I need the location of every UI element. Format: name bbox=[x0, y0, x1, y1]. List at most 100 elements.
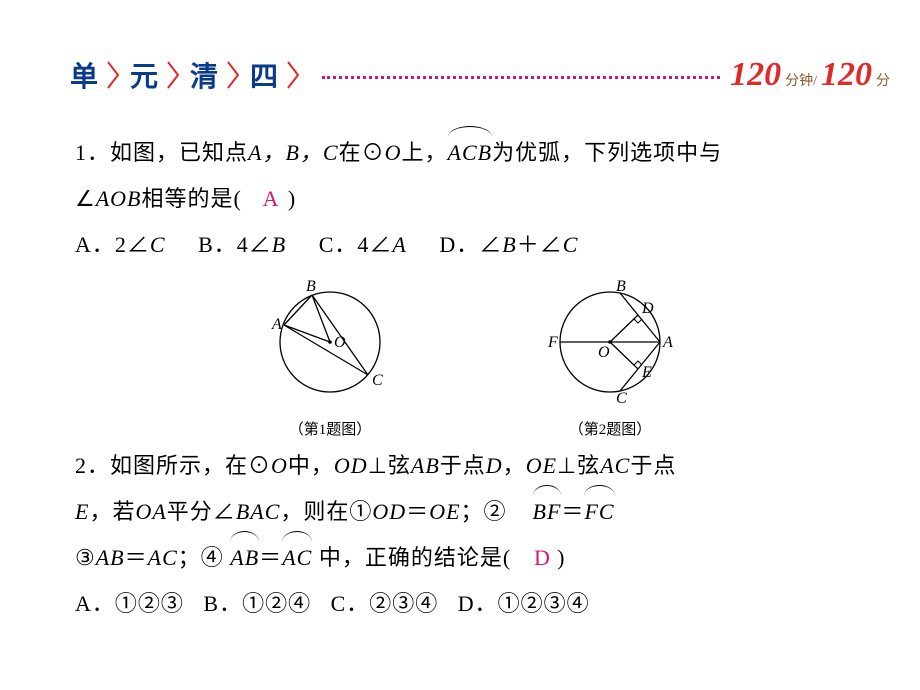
q2-arc2r: FC bbox=[584, 489, 614, 535]
minutes-label: 分钟/ bbox=[785, 70, 817, 90]
q2-E: E bbox=[75, 499, 89, 524]
title-char-3: 清 bbox=[190, 55, 218, 95]
chevron-icon bbox=[106, 60, 122, 90]
title-char-2: 元 bbox=[130, 55, 158, 95]
q2-arc2l: BF bbox=[533, 489, 562, 535]
q1-optD-plus: ＋∠ bbox=[517, 232, 563, 257]
time-score: 120 分钟/ 120 分 bbox=[730, 56, 890, 94]
q2-t3: 于点 bbox=[440, 453, 486, 478]
q2-arc4r: AC bbox=[282, 535, 312, 581]
fig1-B: B bbox=[306, 278, 316, 295]
q2-O1: O bbox=[271, 453, 288, 478]
score-label: 分 bbox=[876, 70, 890, 90]
q2-t1: 中， bbox=[288, 453, 334, 478]
q1-angle-pre: ∠ bbox=[75, 186, 96, 211]
minutes-number: 120 bbox=[730, 56, 781, 94]
fig2-B: B bbox=[616, 278, 626, 295]
chevron-icon bbox=[226, 60, 242, 90]
fig2-caption: （第2题图） bbox=[530, 418, 690, 439]
q2-line3: ③AB＝AC；④ AB＝AC 中，正确的结论是( ) D bbox=[75, 535, 865, 581]
q1-optC-var: A bbox=[392, 232, 406, 257]
chevron-icon bbox=[286, 60, 302, 90]
q2-t4: ， bbox=[503, 453, 526, 478]
fig2-wrap: A B C D E F O （第2题图） bbox=[530, 277, 690, 439]
fig2-svg: A B C D E F O bbox=[530, 277, 690, 407]
q2-t5: ⊥弦 bbox=[557, 453, 600, 478]
q1-optD-var2: C bbox=[563, 232, 579, 257]
q1-optC-lab: C．4∠ bbox=[319, 232, 393, 257]
q2-eq2: ＝ bbox=[125, 545, 148, 570]
q2-OD2: OD bbox=[372, 499, 406, 524]
q2-arc4l: AB bbox=[230, 535, 259, 581]
q2-AB: AB bbox=[411, 453, 440, 478]
content-area: 1．如图，已知点A，B，C在⊙O上，ACB为优弧，下列选项中与 ∠AOB相等的是… bbox=[75, 130, 865, 627]
fig2-F: F bbox=[547, 334, 558, 351]
q2-OD: OD bbox=[334, 453, 368, 478]
q2-prefix: 2．如图所示，在⊙ bbox=[75, 453, 271, 478]
q2-arc2eq: ＝ bbox=[561, 499, 584, 524]
q2-t7: ，若 bbox=[89, 499, 135, 524]
q2-line1: 2．如图所示，在⊙O中，OD⊥弦AB于点D，OE⊥弦AC于点 bbox=[75, 443, 865, 489]
title-char-1: 单 bbox=[70, 55, 98, 95]
q1-O: O bbox=[385, 140, 402, 165]
q2-t12: 中，正确的结论是( ) bbox=[319, 545, 566, 570]
q1-line1: 1．如图，已知点A，B，C在⊙O上，ACB为优弧，下列选项中与 bbox=[75, 130, 865, 176]
dotted-divider bbox=[322, 76, 720, 79]
q1-optB-var: B bbox=[272, 232, 286, 257]
q1-line2: ∠AOB相等的是( ) A bbox=[75, 176, 865, 222]
q1-prefix: 1．如图，已知点 bbox=[75, 140, 248, 165]
title-char-4: 四 bbox=[250, 55, 278, 95]
q2-AC2: AC bbox=[148, 545, 178, 570]
q1-angle: AOB bbox=[96, 186, 142, 211]
q1-optB-lab: B．4∠ bbox=[198, 232, 272, 257]
fig2-C: C bbox=[616, 390, 627, 407]
fig1-O: O bbox=[334, 334, 346, 351]
q1-answer: A bbox=[263, 186, 280, 211]
score-number: 120 bbox=[821, 56, 872, 94]
fig1-A: A bbox=[271, 316, 282, 333]
q1-optA-var: C bbox=[150, 232, 166, 257]
q1-optA-lab: A．2∠ bbox=[75, 232, 150, 257]
q2-arc4eq: ＝ bbox=[259, 545, 282, 570]
fig1-caption: （第1题图） bbox=[250, 418, 410, 439]
q2-answer: D bbox=[534, 545, 551, 570]
q2-optB: B．①②④ bbox=[203, 591, 311, 616]
q1-pts: A，B，C bbox=[248, 140, 339, 165]
q1-mid3: 为优弧，下列选项中与 bbox=[492, 140, 722, 165]
fig2-E: E bbox=[641, 364, 652, 381]
q1-mid2: 上， bbox=[401, 140, 447, 165]
q2-optD: D．①②③④ bbox=[458, 591, 590, 616]
slide-header: 单 元 清 四 120 分钟/ 120 分 bbox=[70, 55, 890, 95]
q2-eq: ＝ bbox=[406, 499, 429, 524]
figures-row: A B C O （第1题图） A B C bbox=[75, 277, 865, 439]
fig1-C: C bbox=[372, 372, 383, 389]
q2-AB2: AB bbox=[96, 545, 125, 570]
unit-title: 单 元 清 四 bbox=[70, 55, 302, 95]
q2-D: D bbox=[486, 453, 503, 478]
fig1-wrap: A B C O （第1题图） bbox=[250, 277, 410, 439]
q1-optD-var1: B bbox=[502, 232, 516, 257]
fig2-A: A bbox=[662, 334, 673, 351]
q2-OE: OE bbox=[526, 453, 557, 478]
q2-BAC: BAC bbox=[236, 499, 281, 524]
q1-options: A．2∠C B．4∠B C．4∠A D．∠B＋∠C bbox=[75, 222, 865, 268]
fig2-D: D bbox=[641, 300, 654, 317]
fig2-O: O bbox=[598, 344, 610, 361]
q2-OE2: OE bbox=[429, 499, 460, 524]
q2-optA: A．①②③ bbox=[75, 591, 184, 616]
q2-t8: 平分∠ bbox=[167, 499, 236, 524]
q2-t11: ；④ bbox=[178, 545, 224, 570]
q1-arc: ACB bbox=[448, 130, 493, 176]
q2-t2: ⊥弦 bbox=[368, 453, 411, 478]
q2-options: A．①②③ B．①②④ C．②③④ D．①②③④ bbox=[75, 581, 865, 627]
q2-optC: C．②③④ bbox=[331, 591, 439, 616]
chevron-icon bbox=[166, 60, 182, 90]
q1-mid1: 在⊙ bbox=[339, 140, 385, 165]
q2-t9: ，则在① bbox=[280, 499, 372, 524]
q2-line2: E，若OA平分∠BAC，则在①OD＝OE；② BF＝FC bbox=[75, 489, 865, 535]
q2-line3a: ③ bbox=[75, 545, 96, 570]
fig1-svg: A B C O bbox=[250, 277, 410, 407]
q2-t10: ；② bbox=[461, 499, 507, 524]
q2-t6: 于点 bbox=[630, 453, 676, 478]
q1-optD-lab: D．∠ bbox=[439, 232, 502, 257]
